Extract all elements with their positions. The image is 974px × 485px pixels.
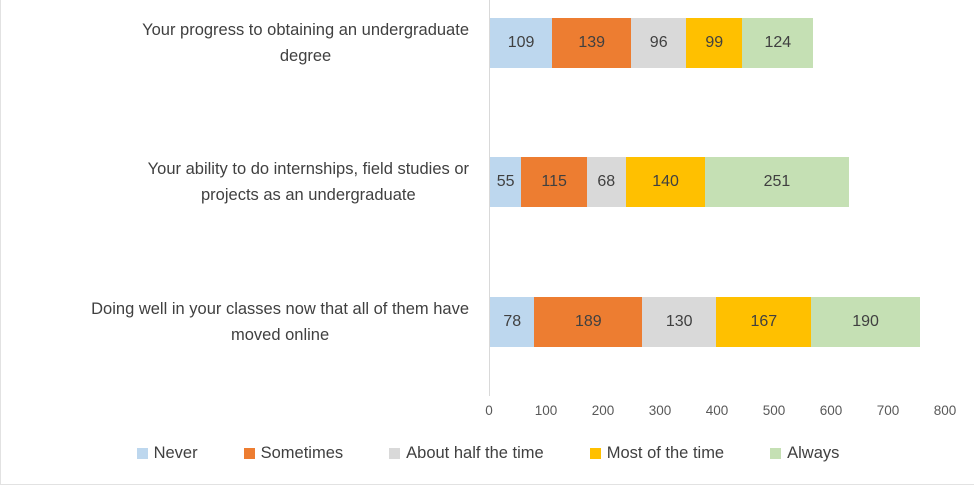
bar-value-label: 189 [574,313,602,330]
category-label: Your ability to do internships, field st… [1,157,469,207]
bar-value-label: 190 [852,313,879,330]
bar-value-label: 78 [503,313,522,330]
bar-segment-most-of-the-time: 140 [625,157,706,207]
legend-label: Sometimes [260,444,344,462]
bar-segment-always: 124 [742,18,814,68]
category-label-text: Your ability to do internships, field st… [147,160,469,204]
x-axis: 0 100 200 300 400 500 600 700 800 [1,403,974,421]
stacked-bar: 55 115 68 140 251 [490,157,849,207]
bar-value-label: 55 [496,173,515,190]
bar-value-label: 130 [665,313,693,330]
bar-segment-never: 109 [490,18,553,68]
stacked-bar: 109 139 96 99 124 [490,18,814,68]
bar-segment-about-half-the-time: 130 [642,297,717,347]
bar-segment-always: 190 [811,297,920,347]
bar-value-label: 96 [649,34,668,51]
x-tick-label: 0 [485,403,493,418]
x-tick-label: 400 [705,403,729,418]
x-tick-label: 700 [876,403,900,418]
legend-item-sometimes: Sometimes [243,444,344,463]
legend-label: Never [153,444,198,462]
bar-segment-most-of-the-time: 167 [716,297,812,347]
bar-value-label: 109 [507,34,535,51]
y-axis-line [489,0,490,396]
x-tick-label: 600 [819,403,843,418]
bar-value-label: 251 [763,173,791,190]
legend-swatch-icon [589,448,601,459]
bar-segment-never: 55 [490,157,522,207]
x-tick-label: 100 [534,403,558,418]
category-label-text: Your progress to obtaining an undergradu… [142,21,469,65]
category-label: Doing well in your classes now that all … [1,297,469,347]
bar-segment-most-of-the-time: 99 [686,18,743,68]
category-label: Your progress to obtaining an undergradu… [1,18,469,68]
x-tick-label: 300 [648,403,672,418]
legend-item-always: Always [770,444,839,463]
stacked-bar: 78 189 130 167 190 [490,297,920,347]
legend-label: About half the time [406,444,544,462]
bar-segment-about-half-the-time: 68 [586,157,626,207]
bar-segment-never: 78 [490,297,535,347]
legend-label: Always [787,444,840,462]
bar-segment-sometimes: 189 [534,297,643,347]
bar-value-label: 115 [541,173,567,190]
legend-item-about-half-the-time: About half the time [389,444,544,463]
legend-swatch-icon [243,448,255,459]
bar-value-label: 99 [705,34,724,51]
legend-label: Most of the time [606,444,725,462]
legend: Never Sometimes About half the time Most of… [1,444,974,463]
legend-swatch-icon [770,448,782,459]
legend-swatch-icon [389,448,401,459]
bar-value-label: 140 [652,173,679,190]
bar-value-label: 167 [750,313,778,330]
bar-segment-sometimes: 115 [521,157,587,207]
bar-segment-sometimes: 139 [552,18,632,68]
legend-swatch-icon [136,448,148,459]
legend-item-never: Never [136,444,198,463]
category-label-text: Doing well in your classes now that all … [91,300,469,344]
bar-value-label: 124 [764,34,792,51]
bar-value-label: 68 [597,173,616,190]
x-tick-label: 200 [591,403,615,418]
bar-segment-always: 251 [705,157,849,207]
legend-item-most-of-the-time: Most of the time [589,444,725,463]
bar-value-label: 139 [578,34,606,51]
x-tick-label: 500 [762,403,786,418]
bar-segment-about-half-the-time: 96 [631,18,687,68]
x-tick-label: 800 [933,403,957,418]
